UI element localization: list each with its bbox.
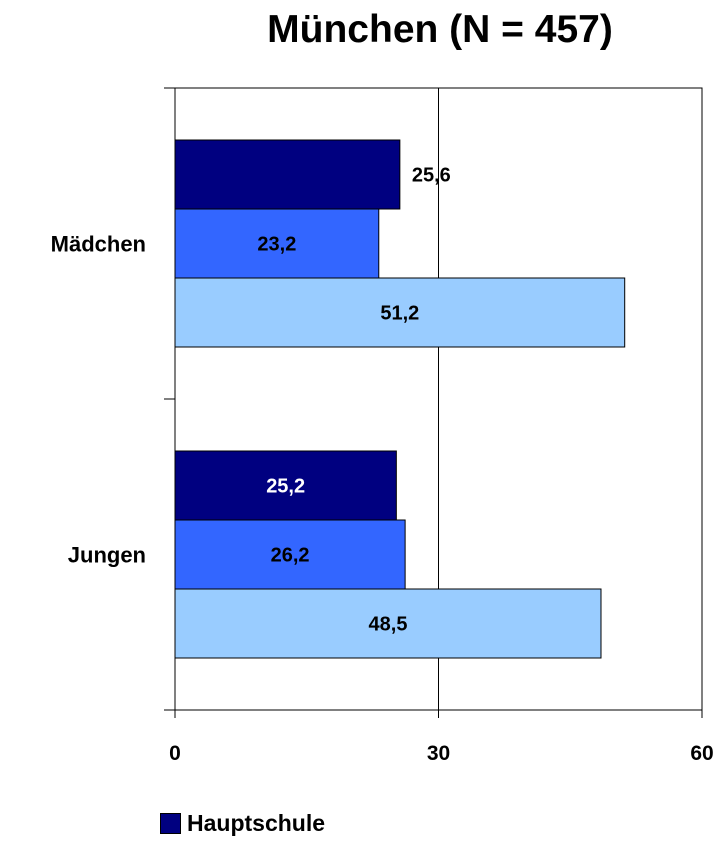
x-tick-label: 30 [427, 742, 450, 765]
bar-chart: 25,6 23,2 51,2 Mädchen 25,2 26,2 48,5 Jungen 0 30… [51, 87, 714, 765]
bar [174, 588, 602, 659]
legend-label: e [0, 810, 1, 837]
chart-title: München (N = 457) [267, 8, 613, 51]
data-label: 26,2 [271, 545, 310, 567]
data-label: 25,2 [266, 476, 305, 498]
legend: e Hauptschule [0, 810, 718, 841]
legend-swatch [160, 813, 181, 834]
x-tick-label: 60 [690, 742, 713, 765]
category-label: Jungen [68, 543, 146, 568]
x-tick-label: 0 [169, 742, 181, 765]
category-label: Mädchen [51, 232, 146, 257]
bar [174, 277, 626, 348]
legend-label: Hauptschule [187, 810, 326, 836]
data-label: 48,5 [369, 614, 408, 636]
legend-item-partial: e [0, 810, 1, 837]
bar [174, 450, 397, 521]
data-label: 25,6 [412, 165, 451, 187]
data-label: 51,2 [380, 303, 419, 325]
legend-item-hauptschule: Hauptschule [160, 810, 325, 837]
bar [174, 139, 401, 210]
data-label: 23,2 [257, 234, 296, 256]
bar [174, 519, 406, 590]
